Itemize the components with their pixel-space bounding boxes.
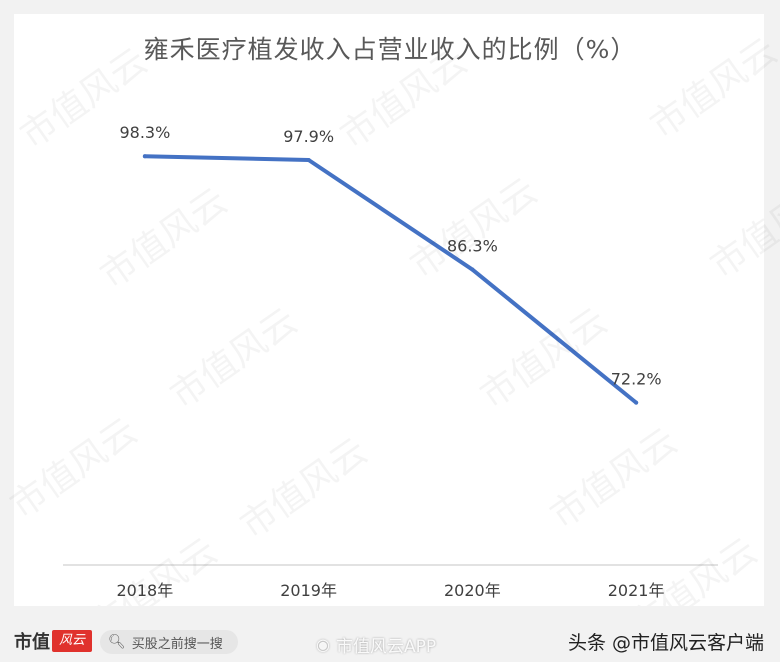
data-point — [470, 267, 475, 272]
data-point — [306, 158, 311, 163]
logo-mark: 风云 — [52, 630, 92, 652]
search-placeholder: 买股之前搜一搜 — [131, 636, 223, 652]
series-line — [142, 154, 639, 405]
search-box[interactable]: 🔍︎ 买股之前搜一搜 — [100, 630, 238, 654]
x-tick-label: 2021年 — [608, 581, 665, 600]
data-label: 86.3% — [447, 237, 498, 256]
chart-card — [14, 14, 764, 606]
data-point — [142, 154, 147, 159]
logo-text: 市值 — [14, 632, 50, 653]
weibo-text: 市值风云APP — [335, 637, 437, 657]
data-label: 98.3% — [119, 123, 170, 142]
x-tick-label: 2019年 — [280, 581, 337, 600]
weibo-watermark: ◉ 市值风云APP — [316, 632, 436, 657]
data-label: 72.2% — [611, 370, 662, 389]
line-chart: 2018年 2019年 2020年 2021年 98.3% 97.9% 86.3% 72.2% — [63, 123, 718, 600]
x-tick-label: 2020年 — [444, 581, 501, 600]
chart-title: 雍禾医疗植发收入占营业收入的比例（%） — [143, 35, 637, 64]
brand-logo[interactable]: 市值 风云 — [14, 628, 92, 654]
data-label: 97.9% — [283, 127, 334, 146]
weibo-icon: ◉ — [316, 635, 330, 654]
data-point — [634, 400, 639, 405]
search-icon: 🔍︎ — [108, 634, 126, 650]
footer-bar: 市值 风云 🔍︎ 买股之前搜一搜 ◉ 市值风云APP 头条 @市值风云客户端 — [0, 606, 780, 662]
x-tick-label: 2018年 — [117, 581, 174, 600]
toutiao-credit: 头条 @市值风云客户端 — [567, 632, 764, 654]
